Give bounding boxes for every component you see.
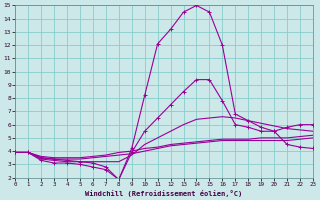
X-axis label: Windchill (Refroidissement éolien,°C): Windchill (Refroidissement éolien,°C) [85, 190, 243, 197]
